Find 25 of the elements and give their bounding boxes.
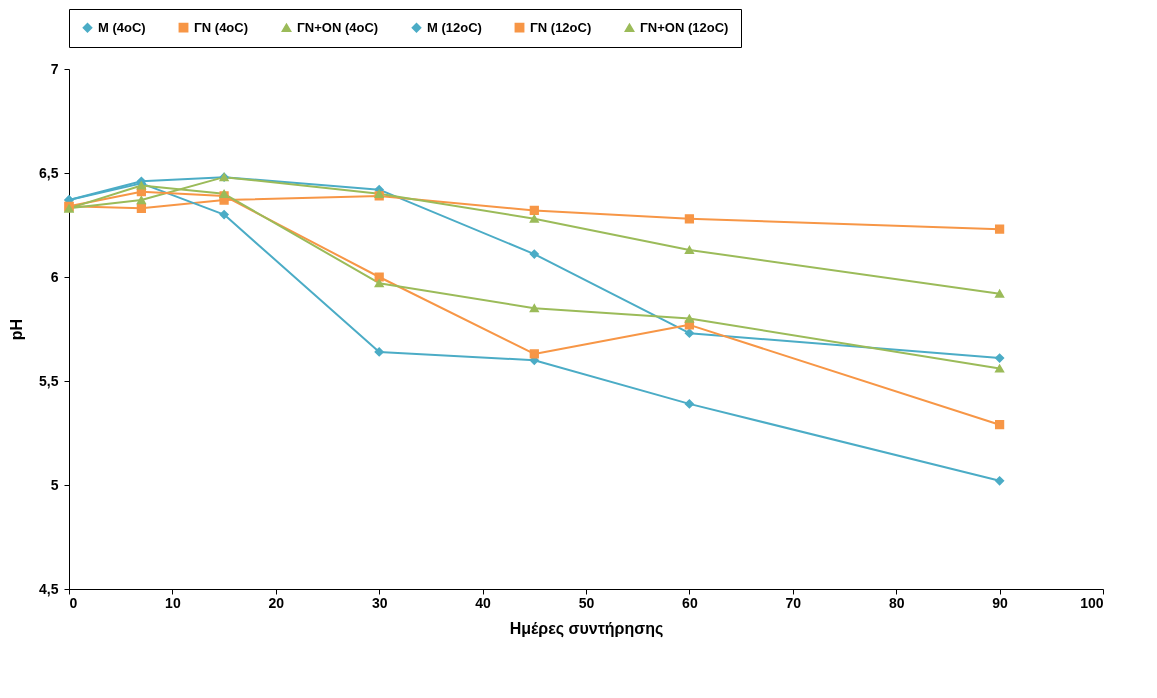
y-tick-label: 6,5	[39, 164, 59, 181]
x-tick-label: 50	[578, 594, 595, 611]
y-tick-label: 4,5	[39, 580, 59, 597]
x-tick-label: 100	[1080, 594, 1104, 611]
x-tick-label: 0	[69, 594, 78, 611]
x-tick-label: 80	[888, 594, 905, 611]
x-tick-label: 90	[992, 594, 1009, 611]
legend-label: ΓΝ (12oC)	[530, 19, 592, 35]
x-tick-label: 20	[268, 594, 285, 611]
y-tick-label: 6	[50, 268, 59, 285]
x-tick-label: 30	[371, 594, 388, 611]
y-tick-label: 5,5	[39, 372, 59, 389]
x-tick-label: 10	[165, 594, 181, 611]
legend-label: ΓΝ (4oC)	[194, 19, 249, 35]
x-tick-label: 40	[475, 594, 492, 611]
legend-label: ΓΝ+ON (4oC)	[297, 19, 379, 35]
legend-label: M (4oC)	[98, 19, 146, 35]
y-tick-label: 7	[50, 60, 59, 77]
x-tick-label: 70	[785, 594, 802, 611]
x-axis-title: Ημέρες συντήρησης	[509, 619, 664, 638]
legend-label: M (12oC)	[427, 19, 482, 35]
x-tick-label: 60	[682, 594, 698, 611]
y-axis-title: pH	[8, 318, 26, 341]
legend-label: ΓΝ+ON (12oC)	[640, 19, 729, 35]
y-tick-label: 5	[50, 476, 59, 493]
